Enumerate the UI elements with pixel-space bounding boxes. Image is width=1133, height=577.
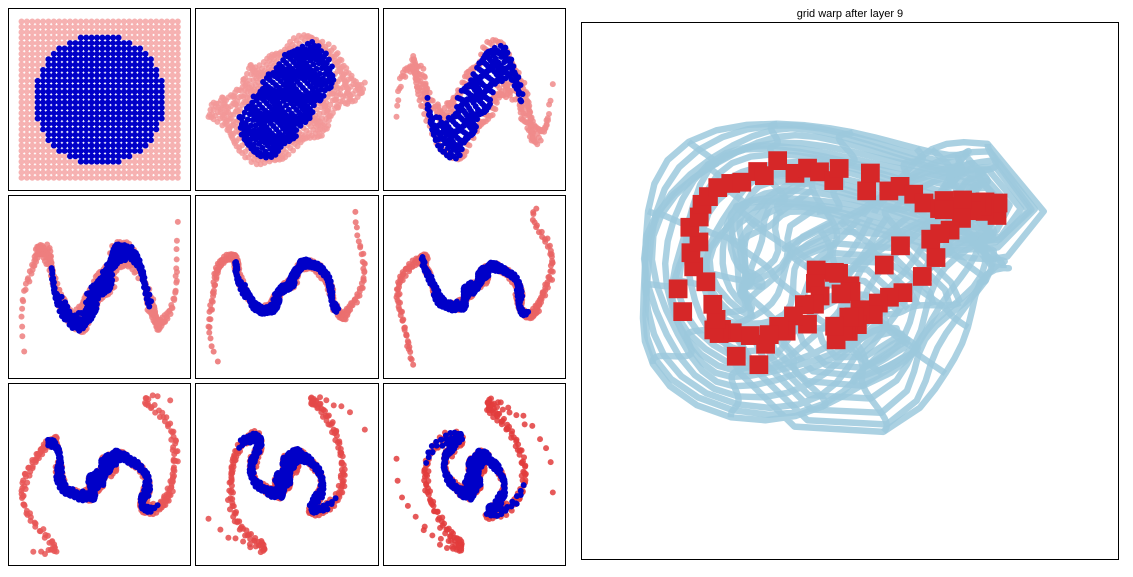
layer-panel-9 — [383, 383, 566, 566]
layer-panel-6 — [383, 195, 566, 378]
left-small-multiples — [8, 8, 566, 566]
right-panel-wrap: grid warp after layer 9 — [580, 8, 1120, 560]
layer-panel-7 — [8, 383, 191, 566]
layer-panel-4 — [8, 195, 191, 378]
layer-panel-5 — [195, 195, 378, 378]
layer-panel-2 — [195, 8, 378, 191]
right-panel-title: grid warp after layer 9 — [797, 8, 903, 20]
layer-panel-1 — [8, 8, 191, 191]
layer-panel-3 — [383, 8, 566, 191]
right-panel — [581, 22, 1119, 560]
figure-root: grid warp after layer 9 — [0, 0, 1133, 574]
layer-panel-8 — [195, 383, 378, 566]
